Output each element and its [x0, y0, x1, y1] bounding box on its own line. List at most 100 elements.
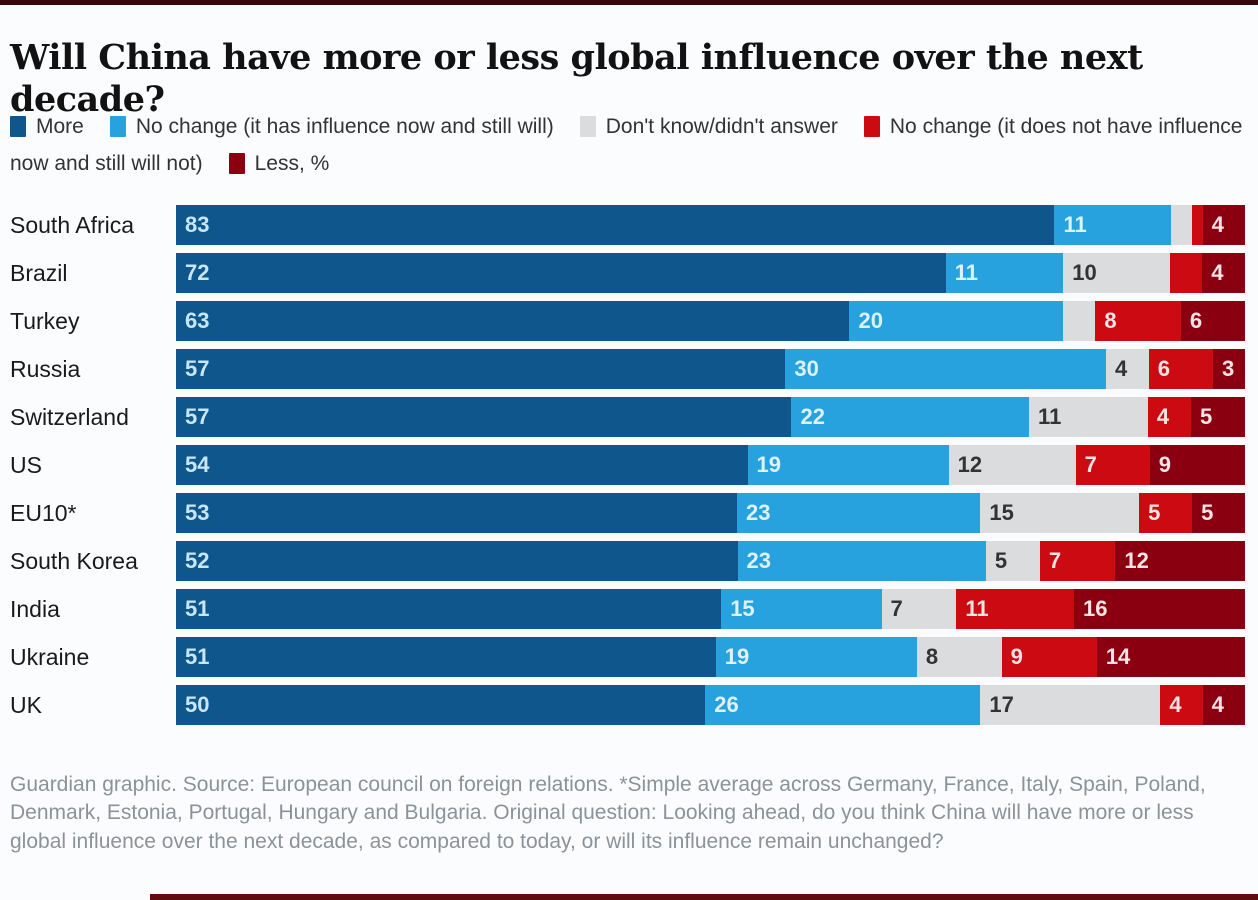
legend-swatch-icon: [228, 153, 245, 174]
segment-value: 11: [965, 596, 989, 621]
chart-row: South Korea 52 23 5 7 12: [0, 541, 1258, 581]
segment-value: 23: [746, 548, 771, 573]
bar-segment-no-change-has-influence: 26: [705, 685, 981, 725]
category-label: India: [10, 595, 60, 622]
chart-rows: South Africa 83 11 4 Brazil 72 11 10 4 Turkey 63 20…: [0, 205, 1258, 733]
segment-value: 54: [185, 452, 210, 477]
category-label: South Africa: [10, 211, 135, 238]
bar-segment-no-change-no-influence: 7: [1075, 445, 1150, 485]
legend-label: No change (it has influence now and stil…: [135, 115, 554, 138]
segment-value: 50: [185, 692, 210, 717]
legend-item-3: No change (it does not have influence no…: [10, 115, 1242, 175]
segment-value: 12: [1124, 548, 1149, 573]
category-label: Turkey: [10, 307, 80, 334]
chart-row: UK 50 26 17 4 4: [0, 685, 1258, 725]
segment-value: 4: [1156, 404, 1170, 429]
bar-segment-no-change-has-influence: 11: [1054, 205, 1171, 245]
stacked-bar: 51 19 8 9 14: [176, 637, 1245, 677]
stacked-bar: 53 23 15 5 5: [176, 493, 1245, 533]
bar-segment-no-change-no-influence: [1170, 253, 1203, 293]
bar-segment-more: 53: [176, 493, 737, 533]
chart-row: Russia 57 30 4 6 3: [0, 349, 1258, 389]
segment-value: 7: [1048, 548, 1062, 573]
category-label: Brazil: [10, 259, 68, 286]
segment-value: 15: [989, 500, 1014, 525]
bar-segment-more: 51: [176, 589, 722, 629]
bar-segment-no-change-has-influence: 11: [945, 253, 1064, 293]
bar-segment-dont-know: 7: [881, 589, 957, 629]
segment-value: 12: [957, 452, 983, 477]
segment-value: 15: [730, 596, 755, 621]
legend-label: Don't know/didn't answer: [605, 115, 838, 138]
legend-item-2: Don't know/didn't answer: [579, 115, 838, 138]
bar-segment-dont-know: 8: [916, 637, 1002, 677]
bar-segment-less: 5: [1191, 397, 1245, 437]
chart-row: Brazil 72 11 10 4: [0, 253, 1258, 293]
stacked-bar: 57 22 11 4 5: [176, 397, 1245, 437]
chart-row: Ukraine 51 19 8 9 14: [0, 637, 1258, 677]
bar-segment-less: 4: [1202, 253, 1246, 293]
segment-value: 3: [1221, 356, 1235, 381]
bar-segment-more: 63: [176, 301, 850, 341]
bar-segment-less: 5: [1192, 493, 1245, 533]
bar-segment-no-change-has-influence: 15: [721, 589, 882, 629]
segment-value: 83: [185, 212, 210, 237]
bar-segment-no-change-no-influence: 7: [1039, 541, 1116, 581]
segment-value: 63: [185, 308, 210, 333]
bar-segment-no-change-has-influence: 20: [849, 301, 1064, 341]
segment-value: 5: [1148, 500, 1161, 525]
bar-segment-no-change-has-influence: 19: [715, 637, 917, 677]
bar-segment-more: 57: [176, 349, 786, 389]
bar-segment-no-change-no-influence: 4: [1147, 397, 1192, 437]
segment-value: 51: [185, 644, 210, 669]
legend-swatch-icon: [863, 116, 880, 137]
segment-value: 4: [1211, 212, 1224, 237]
segment-value: 10: [1072, 260, 1097, 285]
legend-swatch-icon: [579, 116, 596, 137]
chart-row: EU10* 53 23 15 5 5: [0, 493, 1258, 533]
segment-value: 8: [925, 644, 939, 669]
legend-label: Less, %: [254, 152, 330, 175]
segment-value: 23: [745, 500, 771, 525]
stacked-bar: 57 30 4 6 3: [176, 349, 1245, 389]
legend-item-0: More: [10, 115, 84, 138]
bar-segment-dont-know: 5: [985, 541, 1040, 581]
stacked-bar: 51 15 7 11 16: [176, 589, 1245, 629]
bar-segment-less: 14: [1096, 637, 1245, 677]
legend-label: No change (it does not have influence no…: [10, 115, 1243, 175]
segment-value: 52: [185, 548, 210, 573]
segment-value: 19: [756, 452, 782, 477]
legend-label: More: [36, 115, 84, 138]
bottom-border-strip: [150, 894, 1258, 900]
chart-title: Will China have more or less global infl…: [10, 37, 1143, 120]
segment-value: 26: [714, 692, 739, 717]
segment-value: 11: [1063, 212, 1087, 237]
legend-swatch-icon: [10, 116, 26, 137]
chart-row: South Africa 83 11 4: [0, 205, 1258, 245]
chart-row: India 51 15 7 11 16: [0, 589, 1258, 629]
chart-row: Switzerland 57 22 11 4 5: [0, 397, 1258, 437]
segment-value: 4: [1211, 692, 1224, 717]
legend-item-1: No change (it has influence now and stil…: [109, 115, 554, 138]
bar-segment-dont-know: [1063, 301, 1096, 341]
segment-value: 9: [1010, 644, 1023, 669]
bar-segment-dont-know: 15: [980, 493, 1140, 533]
bar-segment-more: 83: [176, 205, 1055, 245]
segment-value: 8: [1104, 308, 1117, 333]
bar-segment-dont-know: [1170, 205, 1193, 245]
segment-value: 4: [1115, 356, 1128, 381]
category-label: Ukraine: [10, 643, 90, 670]
segment-value: 9: [1158, 452, 1171, 477]
segment-value: 57: [185, 356, 210, 381]
bar-segment-no-change-has-influence: 23: [737, 541, 986, 581]
segment-value: 7: [1084, 452, 1097, 477]
segment-value: 72: [185, 260, 210, 285]
chart-row: Turkey 63 20 8 6: [0, 301, 1258, 341]
segment-value: 19: [724, 644, 750, 669]
bar-segment-dont-know: 17: [980, 685, 1161, 725]
bar-segment-more: 52: [176, 541, 738, 581]
segment-value: 5: [1200, 404, 1213, 429]
bar-segment-no-change-no-influence: 4: [1160, 685, 1203, 725]
bar-segment-no-change-has-influence: 22: [791, 397, 1030, 437]
